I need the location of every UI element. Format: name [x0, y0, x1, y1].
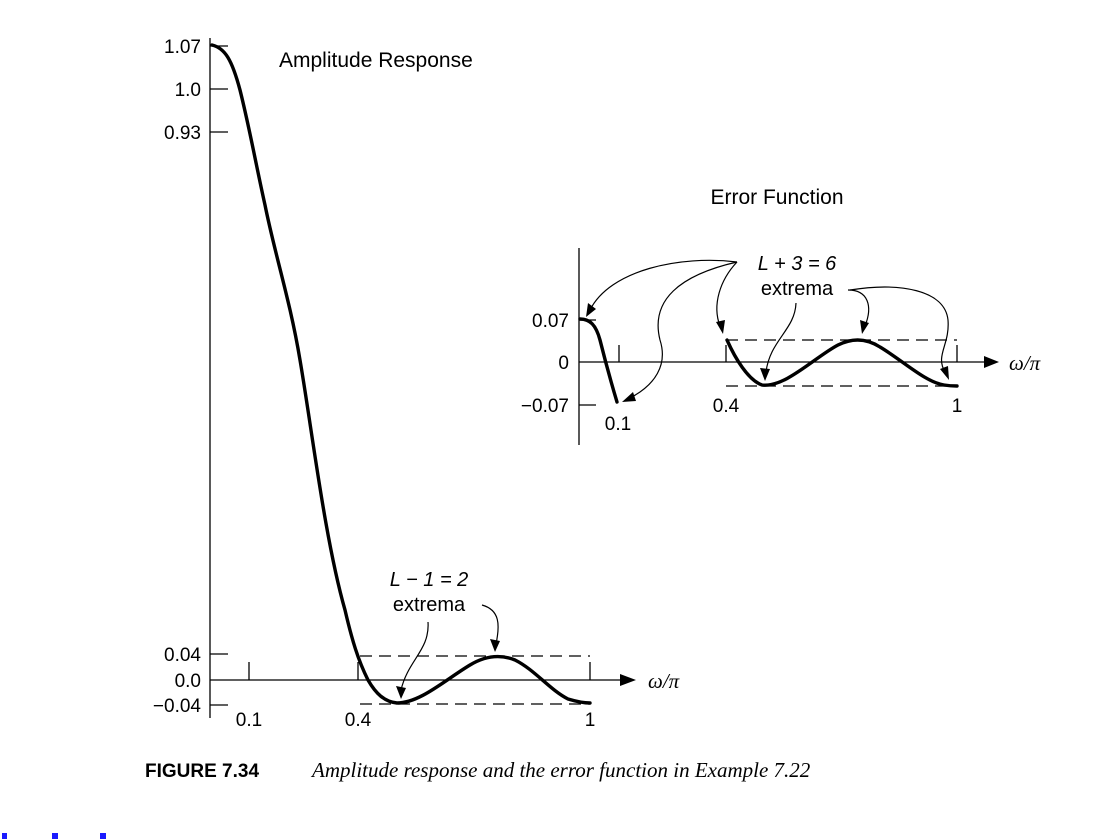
error-annotation-math: L + 3 = 6 [758, 253, 837, 275]
main-x-tick-label: 0.1 [236, 710, 262, 731]
error-x-axis-arrowhead [984, 356, 999, 368]
error-annotation-leader [716, 261, 738, 327]
main-y-tick-label: −0.04 [153, 696, 202, 717]
error-y-tick-label: −0.07 [521, 396, 569, 417]
main-x-tick-label: 0.4 [345, 710, 372, 731]
main-y-tick-label: 1.0 [175, 80, 201, 101]
error-x-tick-label: 0.1 [605, 414, 631, 435]
error-annotation-text: extrema [761, 278, 834, 300]
error-x-tick-label: 1 [952, 396, 963, 417]
error-annotation-arrowhead [586, 303, 596, 317]
error-y-tick-label: 0.07 [532, 311, 569, 332]
cropped-blue-mark [52, 833, 58, 839]
error-annotation-arrowhead [716, 320, 725, 334]
main-annotation-text: extrema [393, 594, 466, 616]
main-x-tick-label: 1 [585, 710, 596, 731]
error-function-chart: Error Function 0.07 0 −0.07 0.1 0.4 1 ω/… [521, 186, 1041, 445]
error-passband-curve [578, 317, 619, 404]
caption-number: FIGURE 7.34 [145, 761, 259, 782]
error-x-axis-label: ω/π [1009, 351, 1041, 375]
error-x-tick-label: 0.4 [713, 396, 740, 417]
caption-text: Amplitude response and the error functio… [310, 758, 811, 782]
error-annotation-arrowhead [622, 392, 636, 402]
cropped-blue-mark [2, 833, 7, 839]
figure-caption: FIGURE 7.34 Amplitude response and the e… [145, 758, 811, 782]
main-annotation-arrowhead [396, 686, 406, 699]
error-chart-title: Error Function [710, 186, 843, 209]
amplitude-response-chart: 1.07 1.0 0.93 0.04 0.0 −0.04 0.1 0.4 1 ω… [153, 37, 680, 731]
main-annotation-arrowhead [490, 639, 500, 652]
error-annotation-arrowhead [760, 368, 770, 381]
cropped-blue-marks [2, 833, 106, 839]
main-y-tick-label: 0.0 [175, 671, 201, 692]
error-annotation-leader [847, 289, 870, 327]
main-annotation-math: L − 1 = 2 [390, 569, 469, 591]
error-annotation-arrowhead [860, 320, 869, 334]
main-x-axis-label: ω/π [648, 669, 680, 693]
main-y-tick-label: 0.04 [164, 645, 201, 666]
amplitude-response-curve [210, 43, 592, 705]
error-stopband-curve [725, 338, 959, 388]
error-annotation-leader [765, 302, 797, 373]
main-chart-title: Amplitude Response [279, 49, 473, 72]
error-annotation-leader [589, 259, 738, 311]
error-annotation-arrowhead [940, 366, 949, 380]
cropped-blue-mark [100, 833, 106, 839]
main-annotation-leader [481, 604, 499, 645]
main-x-axis-arrowhead [620, 674, 636, 686]
main-y-tick-label: 0.93 [164, 123, 201, 144]
main-annotation-leader [400, 621, 429, 691]
main-y-tick-label: 1.07 [164, 37, 201, 58]
error-annotation-leader [629, 261, 738, 399]
error-annotation-leader [849, 286, 949, 373]
error-y-tick-label: 0 [558, 353, 569, 374]
